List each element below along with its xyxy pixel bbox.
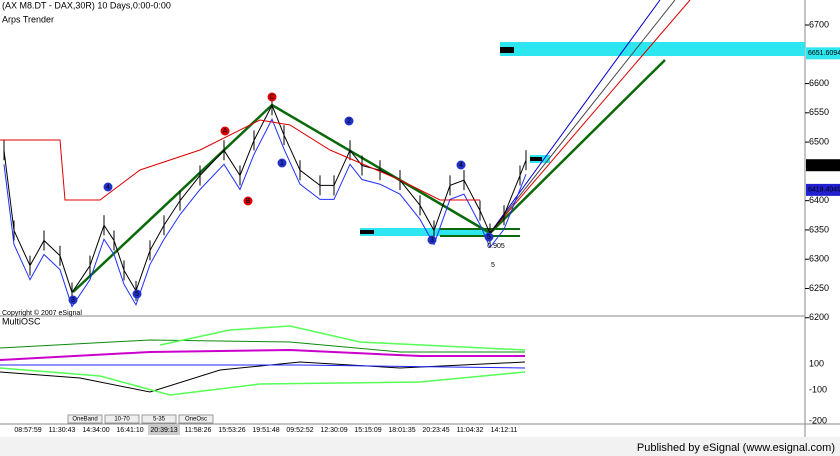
time-label: 20:23:45 [422,427,449,434]
osc-tick-label: 100 [809,358,824,368]
price-marker-box [806,47,840,60]
wave-marker [277,158,287,168]
price-marker-box [806,159,840,172]
wave-label: 0.905 [487,243,505,250]
wave-marker [456,160,466,170]
time-label: 09:52:52 [286,427,313,434]
zone-marker [360,230,374,234]
time-label: 16:41:10 [116,427,143,434]
osc-tick-label: -100 [809,384,827,394]
price-tick-label: 6400 [809,195,829,205]
wave-label: 1 [280,160,284,167]
price-tick-label: 6600 [809,78,829,88]
wave-label: B [246,198,251,205]
price-tick-label: 6500 [809,136,829,146]
wave-marker [344,116,354,126]
wave-marker [132,289,142,299]
time-label: 12:30:09 [320,427,347,434]
channel-line [489,0,676,234]
wave-marker [267,92,277,102]
time-label: 14:34:00 [82,427,109,434]
time-label: 19:51:48 [252,427,279,434]
osc-tab[interactable] [141,414,177,424]
wave-label: 2 [347,118,351,125]
price-marker-label: 6651.6094 [808,50,840,57]
wave-line [72,59,666,293]
wave-label: A [223,128,228,135]
wave-marker [220,126,230,136]
wave-marker [484,232,494,242]
price-tick-label: 6250 [809,283,829,293]
channel-line [489,0,691,234]
price-line [3,104,527,294]
wave-marker [103,182,113,192]
osc-line [0,367,526,396]
wave-label: 4 [459,162,463,169]
price-tick-label: 6200 [809,312,829,322]
osc-line [0,361,526,393]
price-marker-box [806,183,840,196]
copyright: Copyright © 2007 eSignal [2,309,82,317]
osc-tab[interactable] [67,414,103,424]
zone-marker [500,47,514,53]
wave-label: 5 [487,234,491,241]
price-tick-label: 6300 [809,254,829,264]
osc-tick-label: -200 [809,415,827,425]
time-label: 11:58:26 [185,427,212,434]
time-label: 08:57:59 [14,427,41,434]
time-label: 20:39:13 [150,427,177,434]
osc-tab-label: 5-35 [153,417,166,423]
price-tick-label: 6350 [809,224,829,234]
price-marker-label: 6460.50 [808,162,833,169]
support-zone [360,228,490,236]
wave-label: 5 [491,262,495,269]
wave-label: 4 [106,184,110,191]
time-highlight [148,425,180,435]
trender-line [3,118,527,308]
wave-marker [68,295,78,305]
osc-label: MultiOSC [2,316,41,326]
wave-label: 3 [430,237,434,244]
target-zone [500,42,805,56]
trender-stop [0,119,480,201]
time-label: 18:01:35 [388,427,415,434]
time-label: 15:53:26 [218,427,245,434]
price-tick-label: 6700 [809,19,829,29]
wave-marker [243,196,253,206]
zone-marker [530,157,542,161]
osc-line [0,364,526,369]
wave-label: 5 [135,291,139,298]
price-tick-label: 6550 [809,107,829,117]
time-label: 11:04:32 [457,427,484,434]
time-label: 11:30:43 [49,427,76,434]
osc-tab-label: OneBand [72,417,97,423]
title: (AX M8.DT - DAX,30R) 10 Days,0:00-0:00 [2,0,171,10]
osc-tab[interactable] [104,414,140,424]
osc-line [0,348,525,361]
osc-line [0,339,525,353]
study-label: Arps Trender [2,14,54,24]
footer: Published by eSignal (www.esignal.com) [637,442,835,454]
time-label: 14:12:11 [491,427,518,434]
price-marker-label: 6418.4049 [808,187,840,194]
footer-bar [0,437,840,456]
wave-label: C [269,94,274,101]
wave-marker [427,235,437,245]
osc-tab[interactable] [178,414,214,424]
wave-label: 3 [71,297,75,304]
time-label: 15:15:09 [354,427,381,434]
osc-tab-label: 10-70 [114,417,130,423]
osc-tab-label: OneOsc [185,417,207,423]
osc-line [159,325,526,351]
